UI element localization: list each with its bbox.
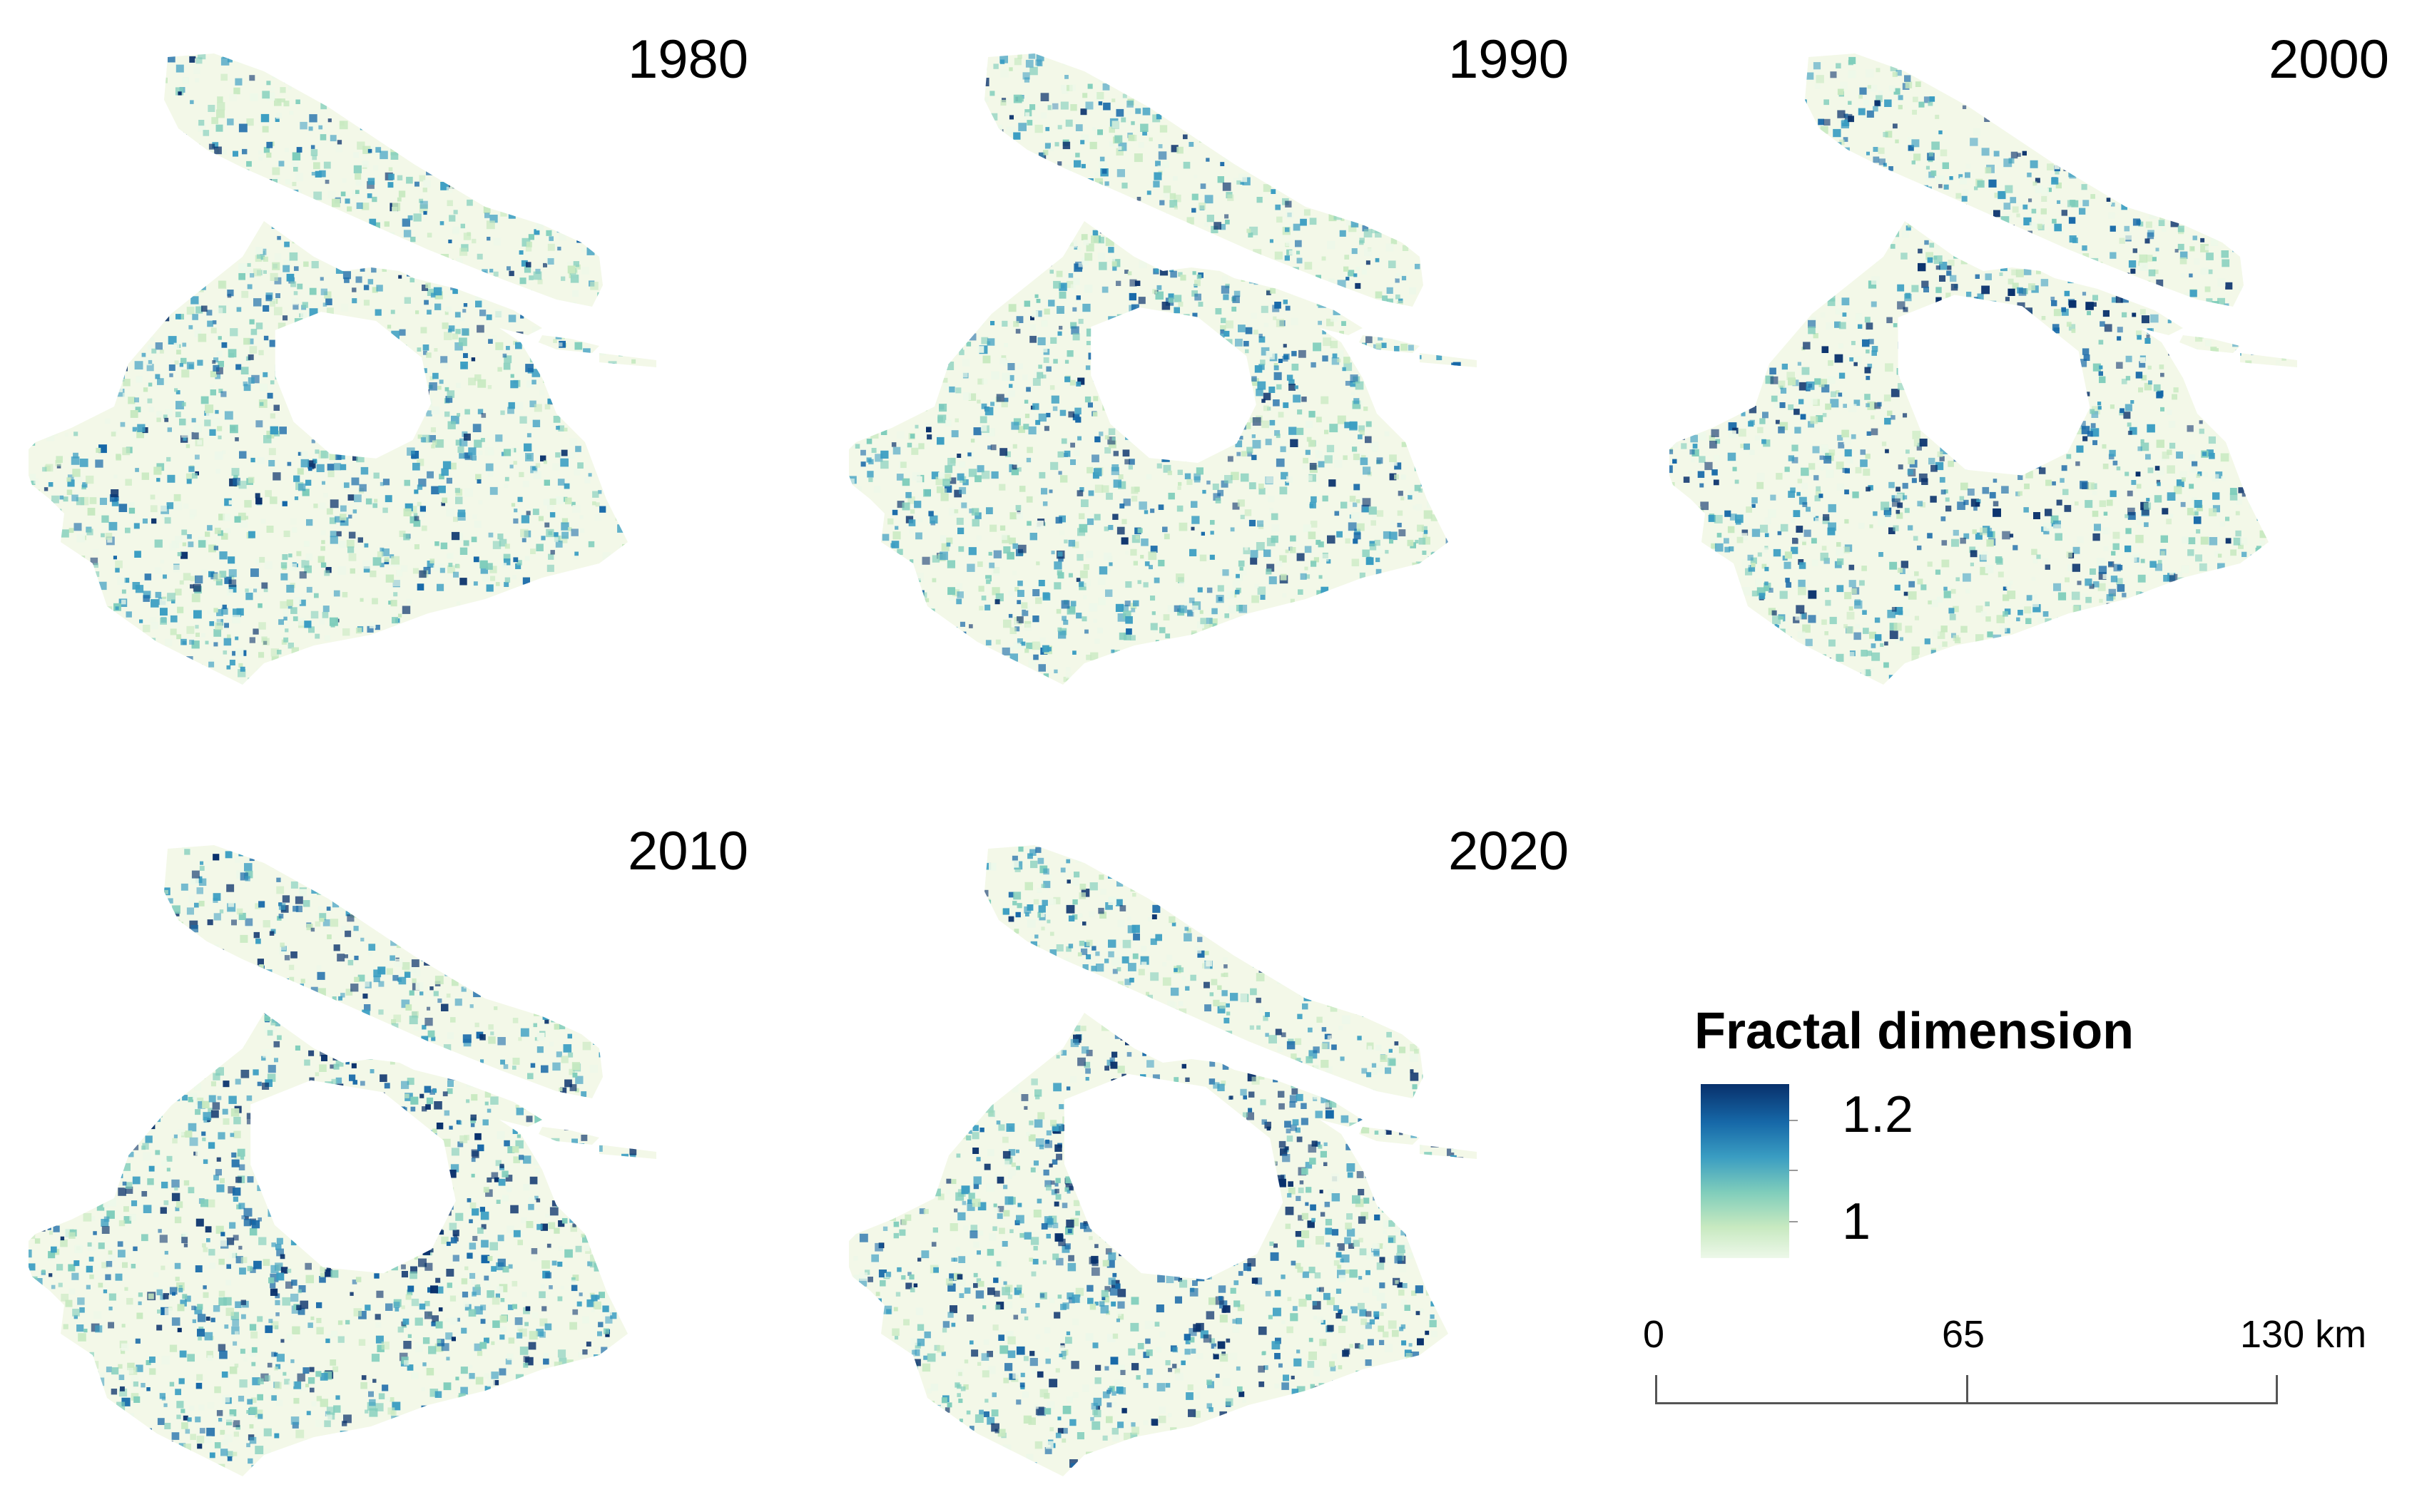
legend-tick-bottom (1789, 1221, 1798, 1222)
map-1990 (849, 53, 1477, 685)
map-2000 (1669, 53, 2297, 685)
year-label-2000: 2000 (2269, 29, 2390, 90)
scalebar-tick-130 (2276, 1375, 2278, 1404)
year-label-2020: 2020 (1448, 821, 1569, 882)
map-panel-2000: 2000 (1669, 29, 2389, 720)
map-2020 (849, 845, 1477, 1476)
island-shape (984, 845, 1423, 1098)
legend-min-label: 1 (1842, 1193, 1871, 1250)
scalebar-tick-0 (1655, 1375, 1657, 1404)
year-label-1990: 1990 (1448, 29, 1569, 90)
legend-tick-top (1789, 1120, 1798, 1121)
map-2010 (29, 845, 656, 1476)
scalebar-label-0: 0 (1643, 1313, 1665, 1356)
map-1980 (29, 53, 656, 685)
legend-color-ramp (1701, 1084, 1789, 1258)
island-shape (1805, 53, 2244, 307)
legend-max-label: 1.2 (1842, 1086, 1914, 1143)
year-label-2010: 2010 (628, 821, 749, 882)
urban-core (275, 312, 432, 459)
map-panel-2010: 2010 (29, 821, 748, 1512)
legend-title: Fractal dimension (1694, 1003, 2134, 1060)
islet-shape (539, 1127, 599, 1145)
islet-shape (599, 353, 656, 367)
year-label-1980: 1980 (628, 29, 749, 90)
island-shape (984, 53, 1423, 307)
urban-core (1898, 295, 2090, 476)
map-panel-1980: 1980 (29, 29, 748, 720)
islet-shape (599, 1145, 656, 1159)
map-panel-1990: 1990 (849, 29, 1569, 720)
urban-core (1064, 1073, 1283, 1280)
legend-tick-mid (1789, 1170, 1798, 1171)
islet-shape (2240, 353, 2297, 367)
island-shape (164, 53, 603, 307)
islet-shape (1359, 1127, 1420, 1145)
scalebar-label-130: 130 km (2240, 1313, 2367, 1356)
urban-core (250, 1080, 456, 1274)
map-panel-2020: 2020 (849, 821, 1569, 1512)
urban-core (1091, 307, 1256, 463)
scalebar-label-65: 65 (1942, 1313, 1985, 1356)
scalebar-tick-65 (1966, 1375, 1968, 1404)
islet-shape (1420, 353, 1477, 367)
